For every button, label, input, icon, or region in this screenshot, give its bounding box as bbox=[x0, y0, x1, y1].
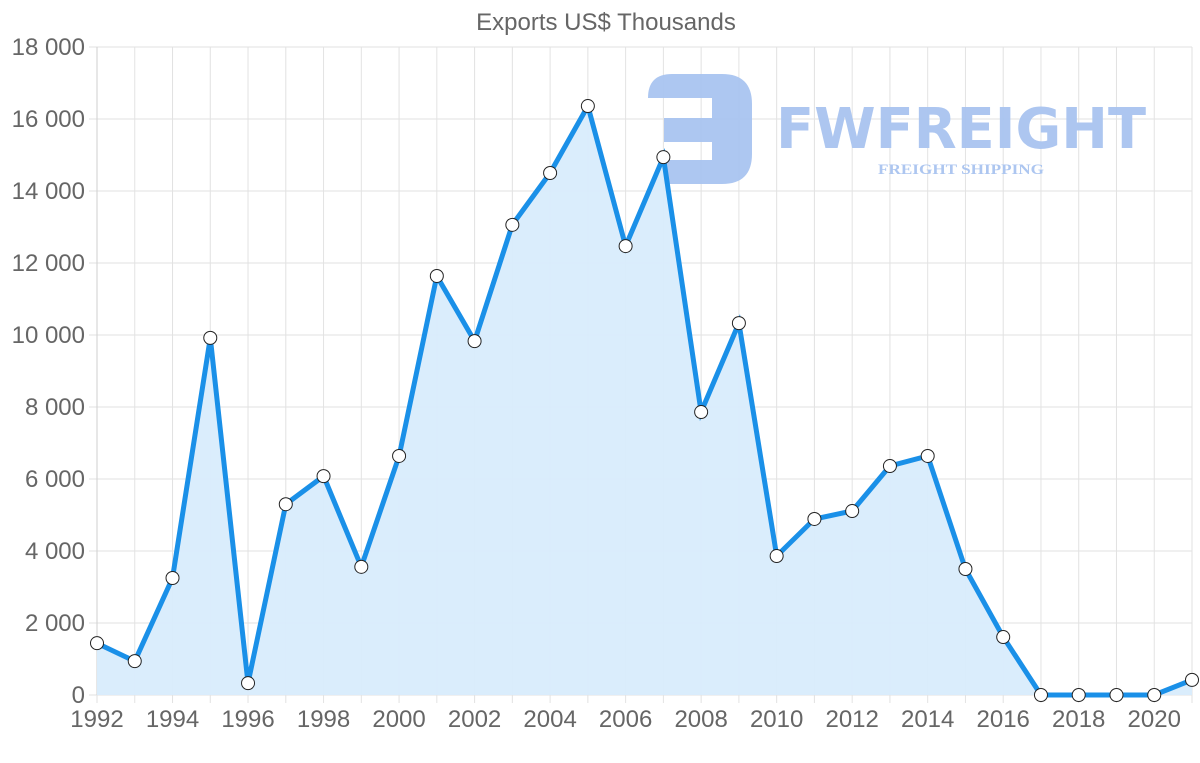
data-point-marker[interactable] bbox=[958, 562, 973, 576]
data-point-marker[interactable] bbox=[505, 217, 520, 232]
watermark-logo: FWFREIGHT FREIGHT SHIPPING bbox=[648, 74, 1146, 184]
data-point-marker[interactable] bbox=[241, 676, 256, 691]
x-tick-label: 1992 bbox=[70, 706, 123, 733]
data-point-marker[interactable] bbox=[882, 459, 897, 474]
data-point-marker[interactable] bbox=[354, 559, 369, 574]
data-point-marker[interactable] bbox=[1109, 688, 1124, 702]
x-tick-label: 2016 bbox=[977, 706, 1030, 733]
data-point-marker[interactable] bbox=[845, 504, 860, 519]
data-point-marker[interactable] bbox=[165, 571, 180, 585]
x-tick-label: 1998 bbox=[297, 706, 350, 733]
x-tick-label: 2008 bbox=[674, 706, 727, 733]
x-tick-label: 2012 bbox=[825, 706, 878, 733]
series-area bbox=[97, 106, 1192, 695]
data-point-marker[interactable] bbox=[618, 239, 633, 254]
data-point-marker[interactable] bbox=[731, 316, 746, 331]
x-axis: 1992 1994 1996 1998 2000 2002 2004 2006 2008 2010… bbox=[70, 706, 1181, 733]
watermark-brand: FWFREIGHT bbox=[776, 97, 1146, 162]
logo-mark-icon bbox=[648, 74, 752, 184]
data-point-marker[interactable] bbox=[1071, 688, 1086, 702]
y-tick-label: 16 000 bbox=[12, 106, 85, 133]
data-point-marker[interactable] bbox=[694, 405, 709, 420]
data-point-marker[interactable] bbox=[1185, 672, 1199, 687]
y-tick-label: 10 000 bbox=[12, 322, 85, 349]
x-tick-label: 2006 bbox=[599, 706, 652, 733]
data-point-marker[interactable] bbox=[580, 99, 595, 114]
x-tick-label: 1996 bbox=[221, 706, 274, 733]
watermark-tagline: FREIGHT SHIPPING bbox=[878, 162, 1044, 178]
y-tick-label: 8 000 bbox=[25, 394, 85, 421]
data-point-marker[interactable] bbox=[1033, 688, 1048, 702]
series-line bbox=[95, 99, 1193, 698]
x-tick-label: 2014 bbox=[901, 706, 954, 733]
data-point-marker[interactable] bbox=[316, 469, 331, 484]
data-point-marker[interactable] bbox=[278, 497, 293, 512]
chart-title: Exports US$ Thousands bbox=[476, 9, 736, 36]
y-tick-label: 2 000 bbox=[25, 610, 85, 637]
x-tick-label: 2000 bbox=[372, 706, 425, 733]
y-tick-label: 6 000 bbox=[25, 466, 85, 493]
x-tick-label: 2010 bbox=[750, 706, 803, 733]
data-point-marker[interactable] bbox=[429, 268, 444, 283]
y-tick-label: 12 000 bbox=[12, 250, 85, 277]
x-tick-label: 2020 bbox=[1128, 706, 1181, 733]
data-point-marker[interactable] bbox=[807, 511, 822, 526]
data-point-marker[interactable] bbox=[90, 636, 104, 651]
x-tick-label: 2018 bbox=[1052, 706, 1105, 733]
data-point-marker[interactable] bbox=[920, 448, 935, 463]
data-point-marker[interactable] bbox=[769, 549, 784, 564]
series-exports bbox=[90, 99, 1199, 702]
y-axis: 0 2 000 4 000 6 000 8 000 10 000 12 000 14 000 1… bbox=[12, 34, 85, 709]
x-tick-label: 2002 bbox=[448, 706, 501, 733]
data-point-marker[interactable] bbox=[392, 448, 407, 463]
data-point-marker[interactable] bbox=[543, 166, 558, 180]
data-point-marker[interactable] bbox=[996, 630, 1011, 645]
y-tick-label: 4 000 bbox=[25, 538, 85, 565]
data-point-marker[interactable] bbox=[127, 654, 142, 669]
y-tick-label: 0 bbox=[72, 682, 85, 709]
data-point-marker[interactable] bbox=[203, 330, 218, 345]
y-tick-label: 14 000 bbox=[12, 178, 85, 205]
x-tick-label: 2004 bbox=[523, 706, 576, 733]
x-tick-label: 1994 bbox=[146, 706, 199, 733]
data-point-marker[interactable] bbox=[1147, 688, 1162, 702]
y-tick-label: 18 000 bbox=[12, 34, 85, 61]
data-point-marker[interactable] bbox=[656, 150, 671, 165]
data-point-marker[interactable] bbox=[467, 334, 482, 349]
